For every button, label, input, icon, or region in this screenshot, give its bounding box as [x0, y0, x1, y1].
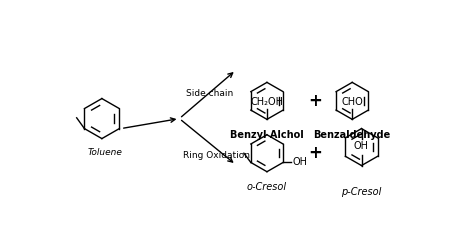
- Text: Side chain: Side chain: [186, 89, 233, 98]
- Text: Benzaldehyde: Benzaldehyde: [314, 130, 391, 140]
- Text: CH₂OH: CH₂OH: [250, 97, 283, 107]
- Text: OH: OH: [292, 158, 307, 167]
- Text: OH: OH: [354, 141, 369, 151]
- Text: p-Cresol: p-Cresol: [341, 187, 382, 197]
- Text: Ring Oxidation: Ring Oxidation: [183, 151, 250, 160]
- Text: +: +: [308, 144, 322, 162]
- Text: Toluene: Toluene: [88, 148, 123, 157]
- Text: CHO: CHO: [341, 97, 363, 107]
- Text: +: +: [308, 92, 322, 110]
- Text: Benzyl Alchol: Benzyl Alchol: [230, 130, 304, 140]
- Text: o-Cresol: o-Cresol: [247, 182, 287, 192]
